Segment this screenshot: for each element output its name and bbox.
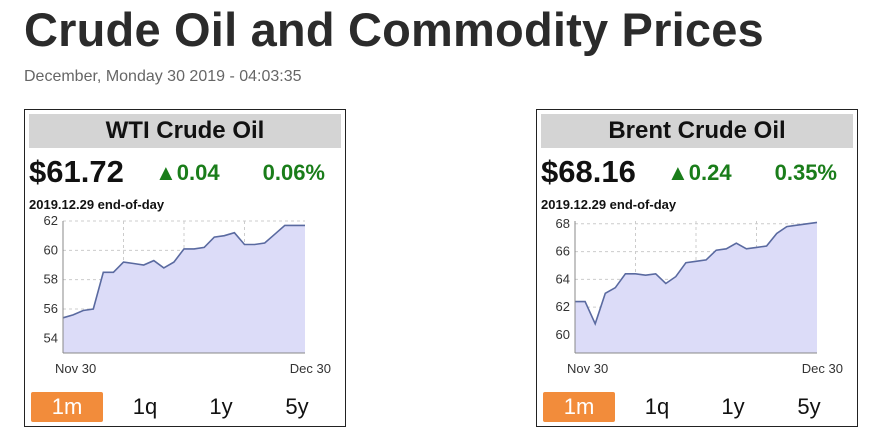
x-tick-label: Dec 30: [290, 361, 331, 376]
y-tick-label: 58: [44, 272, 58, 287]
page-title: Crude Oil and Commodity Prices: [24, 3, 764, 56]
range-tabs: 1m 1q 1y 5y: [537, 392, 859, 424]
brent-widget: Brent Crude Oil $68.16 ▲0.24 0.35% 2019.…: [536, 109, 858, 427]
price-change: ▲0.04: [155, 160, 220, 185]
price-change: ▲0.24: [667, 160, 732, 185]
x-tick-label: Dec 30: [802, 361, 843, 376]
price-area: [63, 225, 305, 353]
y-tick-label: 62: [44, 213, 58, 228]
y-tick-label: 64: [556, 271, 570, 286]
widget-title: Brent Crude Oil: [541, 114, 853, 148]
price-chart: 60 62 64 66 68 Nov 30 Dec 30: [556, 216, 843, 376]
y-tick-label: 54: [44, 330, 58, 345]
tab-1y[interactable]: 1y: [209, 394, 233, 419]
price-area: [575, 222, 817, 353]
y-tick-label: 60: [556, 327, 570, 342]
up-arrow-icon: ▲: [667, 160, 689, 185]
price-chart: 54 56 58 60 62 Nov 30 Dec 30: [44, 213, 331, 376]
tab-1m[interactable]: 1m: [31, 392, 103, 422]
y-tick-label: 66: [556, 244, 570, 259]
y-tick-label: 60: [44, 242, 58, 257]
x-tick-label: Nov 30: [55, 361, 96, 376]
tab-5y[interactable]: 5y: [797, 394, 821, 419]
date-note: 2019.12.29 end-of-day: [29, 197, 165, 212]
y-tick-label: 68: [556, 216, 570, 231]
range-tabs: 1m 1q 1y 5y: [25, 392, 347, 424]
wti-widget: WTI Crude Oil $61.72 ▲0.04 0.06% 2019.12…: [24, 109, 346, 427]
price-line: [575, 221, 818, 326]
price-line: [62, 224, 305, 319]
tab-1y[interactable]: 1y: [721, 394, 745, 419]
percent-change: 0.06%: [262, 160, 325, 185]
percent-change: 0.35%: [774, 160, 837, 185]
y-tick-label: 62: [556, 299, 570, 314]
timestamp: December, Monday 30 2019 - 04:03:35: [24, 68, 302, 85]
tab-1q[interactable]: 1q: [644, 394, 670, 419]
tab-1q[interactable]: 1q: [132, 394, 158, 419]
date-note: 2019.12.29 end-of-day: [541, 197, 677, 212]
tab-1m[interactable]: 1m: [543, 392, 615, 422]
price: $68.16: [541, 154, 636, 189]
up-arrow-icon: ▲: [155, 160, 177, 185]
y-tick-label: 56: [44, 301, 58, 316]
x-tick-label: Nov 30: [567, 361, 608, 376]
tab-5y[interactable]: 5y: [285, 394, 309, 419]
widget-title: WTI Crude Oil: [29, 114, 341, 148]
price: $61.72: [29, 154, 124, 189]
